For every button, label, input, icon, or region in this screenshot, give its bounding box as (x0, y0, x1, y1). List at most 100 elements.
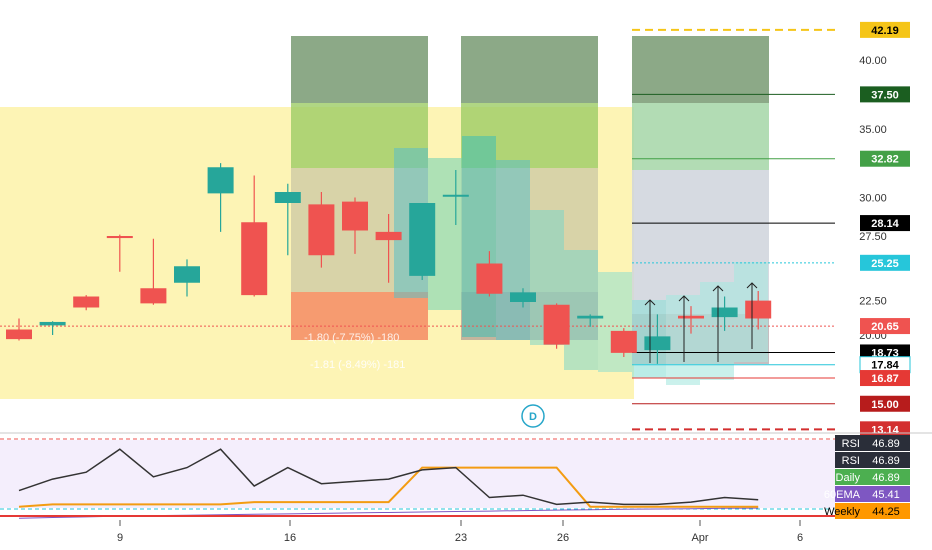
time-tick-label: 23 (455, 532, 467, 544)
candle-body (409, 203, 436, 276)
rsi-tag-value: 44.25 (872, 506, 900, 518)
candle (274, 183, 301, 256)
position2-target-zone-dark (461, 36, 598, 103)
candle (6, 318, 32, 341)
rsi-tag-name-box (835, 452, 862, 468)
price-tag-label: 42.19 (871, 25, 899, 37)
candle (140, 238, 167, 305)
price-tick-label: 35.00 (859, 124, 887, 136)
time-axis[interactable]: 9 16 23 26 Apr 6 (117, 520, 803, 544)
price-tag-box (860, 370, 910, 387)
projection-staircase-1 (394, 136, 632, 372)
candle-body (6, 329, 32, 340)
price-tag-box (860, 86, 910, 103)
price-tag-label: 20.65 (871, 321, 899, 333)
interval-badge-label[interactable]: D (529, 411, 537, 423)
position3-target-zone-dark (632, 36, 769, 103)
rsi-panel[interactable]: RSI 46.89 RSI 46.89 Daily 46.89 60EMA 45.41 Week… (0, 435, 910, 519)
candle (678, 306, 704, 334)
candle-body (644, 336, 671, 351)
candle (409, 203, 436, 280)
price-tag-box (860, 318, 910, 335)
candles (6, 163, 772, 364)
interval-badge[interactable]: D (521, 404, 545, 428)
price-tag-box (860, 21, 910, 38)
position-target-zone-dark (291, 36, 428, 103)
candle-body (577, 315, 604, 319)
candle-body (510, 292, 536, 302)
candle (510, 288, 536, 308)
rsi-tag-value-box (862, 452, 910, 468)
price-tick-label-partial: 27.50 (859, 231, 887, 243)
rsi-tag-value: 46.89 (872, 472, 900, 484)
candle (375, 214, 402, 283)
daily-rsi-line (18, 466, 759, 508)
candle (73, 295, 100, 311)
candle-body (543, 304, 570, 345)
price-tick-label: 30.00 (859, 193, 887, 205)
candle (442, 170, 469, 225)
price-tick-label: 40.00 (859, 55, 887, 67)
rsi-tag-name: RSI (842, 438, 860, 450)
price-tags: 42.1937.5032.8228.1425.2520.6518.7317.84… (859, 21, 911, 438)
rsi-tag-name-box (835, 469, 862, 485)
candle-body (745, 300, 772, 319)
candle-body (342, 201, 368, 231)
candle-body (442, 194, 469, 197)
rsi-tag-value-box (862, 503, 910, 519)
price-tag-label: 32.82 (871, 154, 899, 166)
time-tick-label: 6 (797, 532, 803, 544)
candle (106, 234, 133, 272)
price-tag-label: 28.14 (871, 218, 899, 230)
candle-body (476, 263, 503, 294)
price-tag-label: 37.50 (871, 89, 899, 101)
rsi-tag-name: RSI (842, 455, 860, 467)
interval-badge-circle[interactable] (521, 404, 545, 428)
candle (308, 192, 335, 268)
candle-body (73, 296, 100, 308)
level-lines (0, 28, 860, 431)
candle (711, 296, 738, 331)
candle-body (711, 307, 738, 318)
projection-arrowhead (644, 299, 656, 306)
rsi-tag-name-box (835, 503, 862, 519)
candle-body (274, 192, 301, 203)
candle-body (241, 222, 268, 296)
time-tick-label: 9 (117, 532, 123, 544)
rsi-tag-name-box (835, 435, 862, 451)
candle-body (140, 288, 167, 304)
candle-body (610, 330, 637, 353)
rsi-tag-value-box (862, 435, 910, 451)
rsi-tag-name-box (835, 486, 862, 502)
rsi-tags: RSI 46.89 RSI 46.89 Daily 46.89 60EMA 45.41 Week… (824, 435, 910, 519)
candle-body (308, 204, 335, 256)
candle (39, 321, 66, 335)
candle (644, 314, 671, 364)
price-tag-label: 25.25 (871, 258, 899, 270)
projection-arrowhead (712, 285, 724, 292)
candle (342, 197, 368, 254)
rsi-tag-value: 46.89 (872, 438, 900, 450)
price-tag-box (860, 254, 910, 271)
price-tag-label: 13.14 (871, 424, 899, 436)
candle (577, 314, 604, 327)
rsi-tag-name: Daily (836, 472, 861, 484)
candle (207, 163, 234, 232)
candle-body (207, 167, 234, 194)
rsi-tag-value: 46.89 (872, 455, 900, 467)
candle (241, 175, 268, 297)
candle-body (106, 236, 133, 239)
price-panel[interactable]: -1.80 (-7.75%) -180 (0, 28, 860, 431)
candle-body (39, 321, 66, 326)
rsi-tag-name: 60EMA (824, 489, 861, 501)
time-tick-label: 26 (557, 532, 569, 544)
candle (543, 303, 570, 349)
candle-body (375, 231, 402, 241)
price-tag-label: 17.84 (871, 360, 899, 372)
time-tick-label: Apr (691, 532, 708, 544)
price-tag-box (860, 150, 910, 167)
projection-arrowhead (746, 282, 758, 289)
rsi-tag-value-box (862, 486, 910, 502)
